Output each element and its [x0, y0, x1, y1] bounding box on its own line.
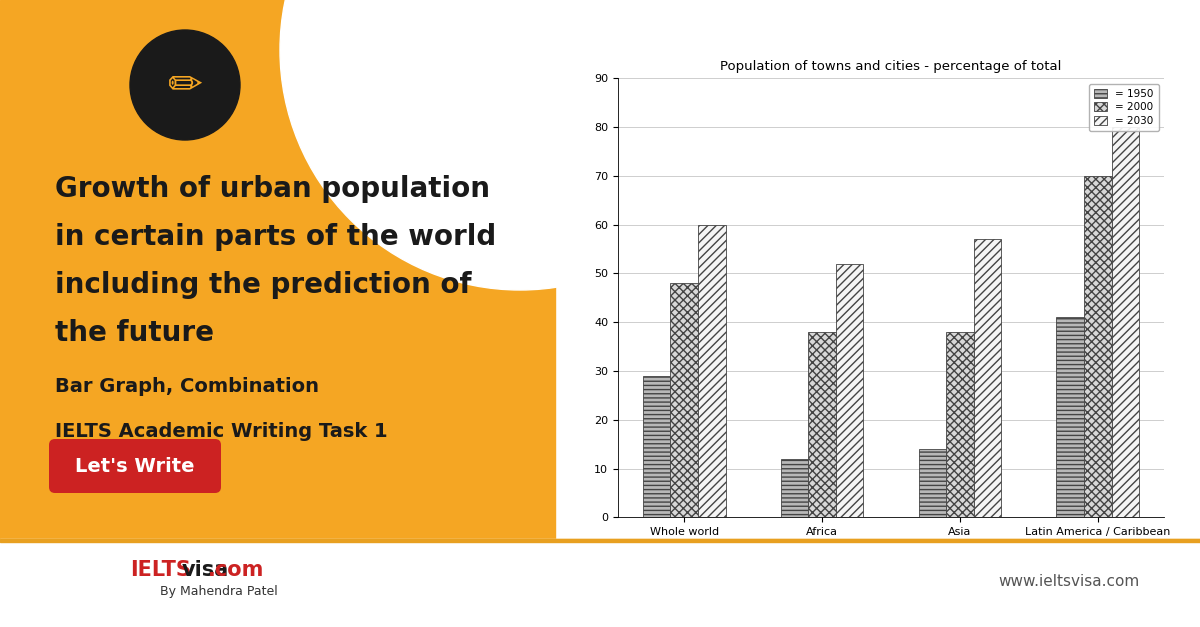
- Bar: [671, 283, 698, 517]
- Text: .com: .com: [208, 560, 264, 580]
- Circle shape: [280, 0, 760, 290]
- Bar: [0, 539, 1200, 544]
- Bar: [918, 449, 946, 517]
- Bar: [1111, 127, 1139, 517]
- Text: IELTS: IELTS: [130, 560, 191, 580]
- Text: By Mahendra Patel: By Mahendra Patel: [160, 586, 277, 599]
- Bar: [973, 240, 1001, 517]
- Text: ✏: ✏: [168, 64, 203, 106]
- Bar: [946, 332, 973, 517]
- FancyBboxPatch shape: [49, 439, 221, 493]
- Text: visa: visa: [182, 560, 229, 580]
- Bar: [0, 539, 1200, 627]
- Text: IELTS Academic Writing Task 1: IELTS Academic Writing Task 1: [55, 422, 388, 441]
- Bar: [698, 224, 726, 517]
- Bar: [643, 376, 671, 517]
- Bar: [1056, 317, 1084, 517]
- Text: including the prediction of: including the prediction of: [55, 271, 472, 299]
- Title: Population of towns and cities - percentage of total: Population of towns and cities - percent…: [720, 60, 1062, 73]
- Circle shape: [130, 30, 240, 140]
- Bar: [781, 459, 809, 517]
- Bar: [836, 264, 864, 517]
- Bar: [1084, 176, 1111, 517]
- Bar: [0, 0, 554, 539]
- Text: Bar Graph, Combination: Bar Graph, Combination: [55, 377, 319, 396]
- Text: www.ieltsvisa.com: www.ieltsvisa.com: [998, 574, 1140, 589]
- Text: the future: the future: [55, 319, 214, 347]
- Text: in certain parts of the world: in certain parts of the world: [55, 223, 497, 251]
- Text: Let's Write: Let's Write: [76, 456, 194, 475]
- Text: Growth of urban population: Growth of urban population: [55, 175, 490, 203]
- Legend: = 1950, = 2000, = 2030: = 1950, = 2000, = 2030: [1090, 83, 1159, 131]
- Bar: [809, 332, 836, 517]
- Bar: [0, 539, 1200, 542]
